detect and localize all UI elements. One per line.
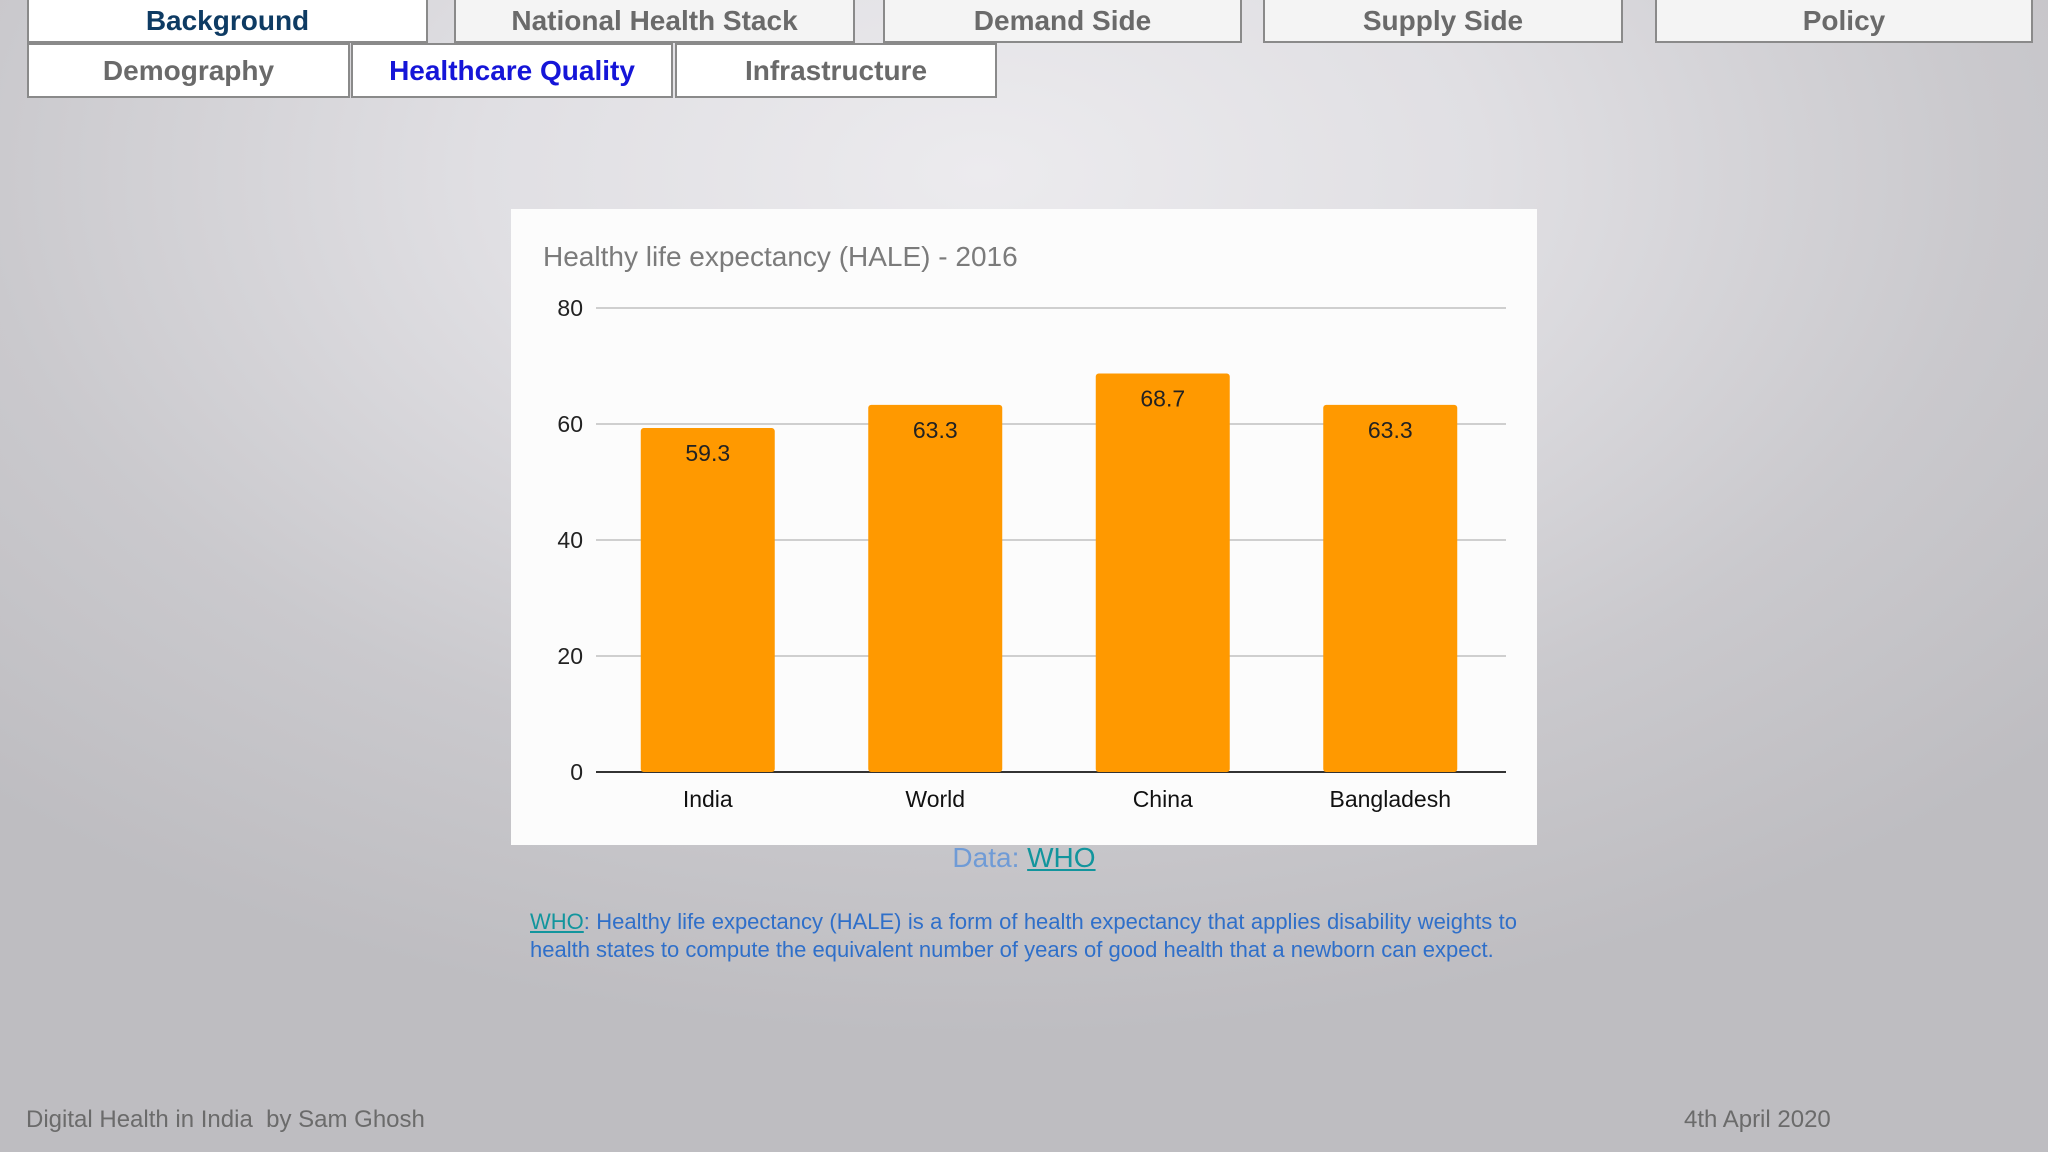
tab-demography-label: Demography (102, 54, 275, 86)
bar-bangladesh (1323, 404, 1458, 772)
tab-national-health-stack-label: National Health Stack (511, 4, 798, 36)
tab-healthcare-quality[interactable]: Healthcare Quality (351, 43, 673, 98)
tab-policy[interactable]: Policy (1655, 0, 2033, 43)
bar-value-label: 68.7 (1140, 386, 1185, 412)
chart-title: Healthy life expectancy (HALE) - 2016 (543, 241, 1018, 272)
tab-background[interactable]: Background (27, 0, 428, 43)
y-tick-label: 20 (557, 643, 583, 669)
tab-supply-side-label: Supply Side (1362, 4, 1524, 36)
tab-demand-side[interactable]: Demand Side (883, 0, 1242, 43)
tab-supply-side[interactable]: Supply Side (1263, 0, 1623, 43)
bar-value-label: 59.3 (685, 440, 730, 466)
data-source-prefix: Data: (952, 842, 1028, 873)
x-tick-label: World (905, 786, 965, 812)
tab-national-health-stack[interactable]: National Health Stack (454, 0, 855, 43)
tab-policy-label: Policy (1802, 4, 1886, 36)
hale-definition: WHO: Healthy life expectancy (HALE) is a… (530, 908, 1517, 964)
footer-date: 4th April 2020 (1684, 1106, 1831, 1133)
footer-title: Digital Health in India by Sam Ghosh (26, 1106, 425, 1133)
y-tick-label: 60 (557, 411, 583, 437)
tab-infrastructure[interactable]: Infrastructure (675, 43, 997, 98)
tab-healthcare-quality-label: Healthcare Quality (389, 54, 635, 86)
x-tick-label: China (1133, 786, 1193, 812)
x-tick-label: India (683, 786, 733, 812)
tab-infrastructure-label: Infrastructure (744, 54, 928, 86)
chart-card: Healthy life expectancy (HALE) - 2016 0 2… (511, 209, 1537, 845)
bar-india (640, 428, 775, 772)
x-tick-label: Bangladesh (1330, 786, 1452, 812)
tab-background-label: Background (145, 4, 310, 36)
bar-value-label: 63.3 (1368, 417, 1413, 443)
tab-demography[interactable]: Demography (27, 43, 350, 98)
who-source-link[interactable]: WHO (1027, 842, 1096, 873)
who-definition-link[interactable]: WHO (530, 909, 584, 934)
bar-value-label: 63.3 (913, 417, 958, 443)
data-source: Data: WHO (511, 842, 1537, 874)
bar-world (868, 404, 1003, 772)
y-tick-label: 0 (570, 759, 583, 785)
bar-china (1095, 373, 1230, 772)
hale-bar-chart: Healthy life expectancy (HALE) - 2016 0 2… (543, 241, 1506, 812)
hale-definition-text: : Healthy life expectancy (HALE) is a fo… (530, 909, 1517, 962)
y-tick-label: 80 (557, 295, 583, 321)
tab-demand-side-label: Demand Side (973, 4, 1152, 36)
y-tick-label: 40 (557, 527, 583, 553)
